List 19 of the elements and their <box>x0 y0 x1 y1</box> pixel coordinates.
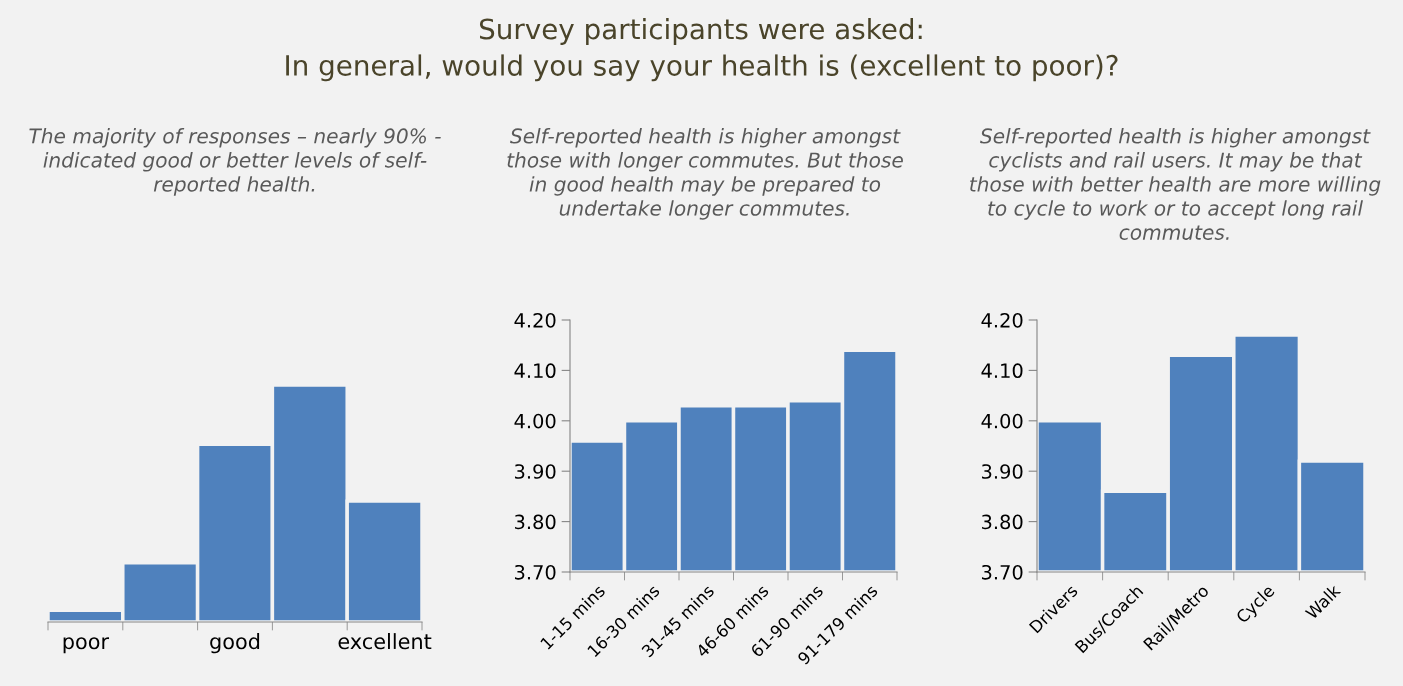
chart-subtitle: Self-reported health is higher amongst cyclists and rail users. It may be that those with better health are more willing to cycle to work or to accept long rail commutes. <box>970 128 1381 240</box>
y-tick-label: 3.80 <box>514 514 556 530</box>
y-tick-label: 4.10 <box>981 363 1023 379</box>
text: Survey participants were asked: In general, would you say your health is (excellent to poor)? <box>286 18 1118 82</box>
y-tick-label: 4.00 <box>981 413 1023 429</box>
y-tick-label: 3.70 <box>981 564 1023 580</box>
y-tick-label: 4.10 <box>514 363 556 379</box>
y-tick-label: 3.80 <box>981 514 1023 530</box>
y-tick-label: 4.20 <box>981 312 1023 328</box>
x-tick-label: poor <box>63 637 110 654</box>
y-tick-label: 3.70 <box>514 564 556 580</box>
x-tick-label: good <box>210 633 260 654</box>
y-tick-label: 4.00 <box>514 413 556 429</box>
y-tick-label: 4.20 <box>514 312 556 328</box>
y-tick-label: 3.90 <box>981 464 1023 479</box>
chart-subtitle: The majority of responses – nearly 90% - indicated good or better levels of self- reported health. <box>29 128 441 196</box>
y-tick-label: 3.90 <box>514 464 556 479</box>
x-tick-label: excellent <box>338 633 432 650</box>
chart-subtitle: Self-reported health is higher amongst those with longer commutes. But those in good health may be prepared to undertake longer commutes. <box>507 128 903 220</box>
